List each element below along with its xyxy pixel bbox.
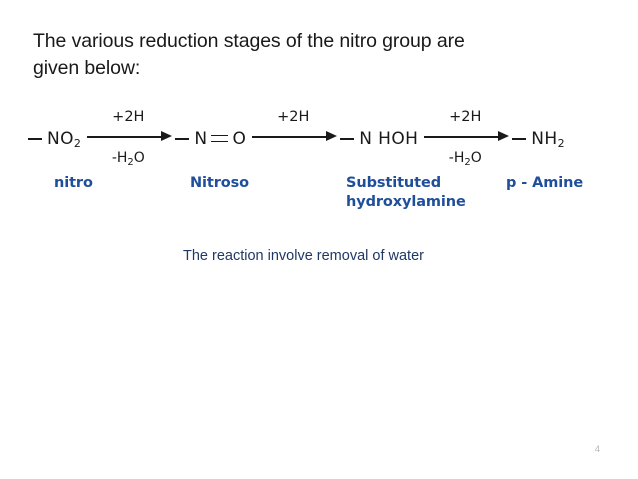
arrow-group-2: +2H (250, 108, 338, 170)
species-p-amine-formula: NH2 (531, 129, 566, 150)
reaction-scheme: NO2 +2H -H2O N O +2H N HOH +2 (28, 108, 618, 228)
species-p-amine: NH2 (512, 129, 566, 150)
arrow-head-icon (161, 130, 173, 141)
bond-dash-icon (512, 138, 527, 140)
species-nitro: NO2 (28, 129, 82, 150)
bond-dash-icon (28, 138, 42, 140)
page-title: The various reduction stages of the nitr… (33, 30, 465, 79)
species-nitro-formula: NO2 (47, 129, 82, 150)
species-label-nitro: nitro (54, 175, 93, 191)
arrow-2-above-label: +2H (277, 109, 310, 125)
species-nitroso-atom-o: O (232, 129, 247, 149)
species-label-substituted-hydroxylamine: Substituted hydroxylamine (346, 175, 466, 210)
arrow-1-above-label: +2H (112, 109, 145, 125)
species-label-nitroso: Nitroso (190, 175, 250, 191)
reaction-scheme-row: NO2 +2H -H2O N O +2H N HOH +2 (28, 108, 618, 170)
arrow-group-1: +2H -H2O (85, 108, 173, 170)
arrow-3-above-label: +2H (449, 109, 482, 125)
arrow-line-icon (87, 136, 166, 138)
species-hydroxylamine-formula: N HOH (359, 129, 419, 149)
reaction-caption: The reaction involve removal of water (183, 248, 424, 264)
arrow-head-icon (326, 130, 338, 141)
species-nitroso-atom-n: N (194, 129, 208, 149)
species-nitroso: N O (175, 129, 246, 149)
arrow-1-below-label: -H2O (111, 150, 145, 168)
double-bond-icon (211, 134, 229, 144)
species-label-p-amine: p - Amine (506, 175, 584, 191)
species-substituted-hydroxylamine: N HOH (340, 129, 418, 149)
arrow-3-below-label: -H2O (448, 150, 482, 168)
arrow-line-icon (424, 136, 503, 138)
bond-dash-icon (175, 138, 190, 140)
arrow-line-icon (252, 136, 331, 138)
bond-dash-icon (340, 138, 355, 140)
arrow-group-3: +2H -H2O (422, 108, 510, 170)
arrow-head-icon (498, 130, 510, 141)
page-number: 4 (594, 444, 600, 455)
